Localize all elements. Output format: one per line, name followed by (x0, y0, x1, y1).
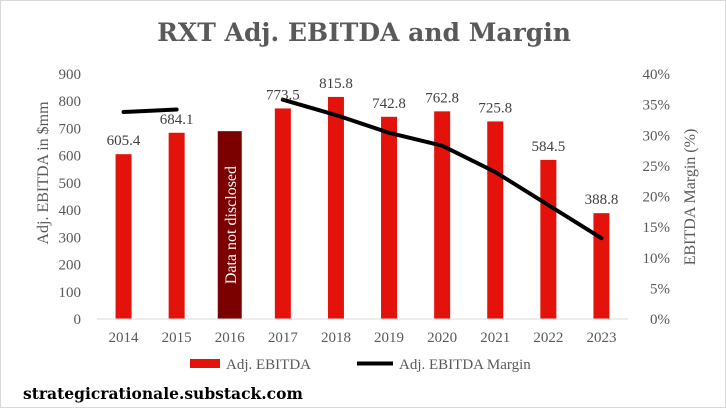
x-tick-label: 2015 (162, 330, 192, 346)
bar (540, 159, 557, 319)
bar (434, 111, 451, 319)
y-tick-label: 100 (59, 285, 82, 301)
annotation-group: Data not disclosed (223, 166, 240, 284)
source-credit: strategicrationale.substack.com (23, 384, 303, 403)
y-tick-label: 500 (59, 176, 82, 192)
bar-data-label: 815.8 (319, 76, 353, 92)
bar-data-label: 725.8 (478, 100, 512, 116)
bar-data-label: 773.5 (266, 87, 300, 103)
left-axis-title: Adj. EBITDA in $mm (35, 101, 52, 245)
x-tick-label: 2017 (268, 330, 299, 346)
y2-tick-label: 40% (643, 67, 671, 83)
x-tick-label: 2022 (533, 330, 563, 346)
annotation-text: Data not disclosed (223, 166, 240, 284)
x-tick-label: 2020 (427, 330, 457, 346)
bar-undisclosed (217, 131, 242, 319)
bar-data-label: 742.8 (372, 96, 406, 112)
bar (327, 96, 344, 319)
bar (274, 108, 291, 319)
y2-tick-label: 10% (643, 251, 671, 267)
bar (168, 132, 185, 319)
bar (381, 116, 398, 319)
x-tick-label: 2019 (374, 330, 404, 346)
margin-line-segment (280, 97, 604, 241)
y2-tick-label: 20% (643, 190, 671, 206)
x-tick-label: 2018 (321, 330, 351, 346)
y-tick-label: 300 (59, 230, 82, 246)
x-axis-ticks: 2014 2015 2016 2017 2018 2019 2020 2021 2022 2023 (109, 330, 617, 346)
y-tick-label: 0 (74, 312, 82, 328)
x-tick-label: 2023 (586, 330, 616, 346)
legend-swatch-bar (190, 359, 220, 368)
data-labels: 605.4 684.1 773.5 815.8 742.8 762.8 725.8 584.5… (107, 76, 619, 208)
y2-tick-label: 0% (650, 312, 670, 328)
x-tick-label: 2016 (215, 330, 246, 346)
right-axis-ticks: 0% 5% 10% 15% 20% 25% 30% 35% 40% (643, 67, 671, 328)
legend-label-bar: Adj. EBITDA (226, 357, 311, 373)
y-tick-label: 800 (59, 94, 82, 110)
y-tick-label: 600 (59, 149, 82, 165)
y2-tick-label: 35% (643, 98, 671, 114)
bar (487, 121, 504, 319)
bar (593, 213, 610, 319)
y2-tick-label: 5% (650, 281, 670, 297)
y2-tick-label: 15% (643, 220, 671, 236)
line-series (121, 97, 604, 241)
left-axis-ticks: 0 100 200 300 400 500 600 700 800 900 (59, 67, 82, 328)
y-tick-label: 400 (59, 203, 82, 219)
bar-data-label: 684.1 (160, 112, 194, 128)
bar-series (115, 96, 610, 319)
y-tick-label: 700 (59, 121, 82, 137)
bar-data-label: 762.8 (425, 90, 459, 106)
bar-data-label: 584.5 (531, 139, 565, 155)
bar-data-label: 605.4 (107, 133, 141, 149)
margin-line-segment (121, 107, 179, 114)
y2-tick-label: 30% (643, 128, 671, 144)
bar (115, 154, 132, 319)
legend-label-line: Adj. EBITDA Margin (399, 357, 531, 373)
y-tick-label: 900 (59, 67, 82, 83)
bar-data-label: 388.8 (585, 192, 619, 208)
x-tick-label: 2014 (109, 330, 140, 346)
legend: Adj. EBITDA Adj. EBITDA Margin (190, 357, 531, 373)
x-tick-label: 2021 (480, 330, 510, 346)
y2-tick-label: 25% (643, 159, 671, 175)
y-tick-label: 200 (59, 258, 82, 274)
right-axis-title: EBITDA Margin (%) (682, 129, 699, 266)
chart-title: RXT Adj. EBITDA and Margin (157, 18, 571, 47)
